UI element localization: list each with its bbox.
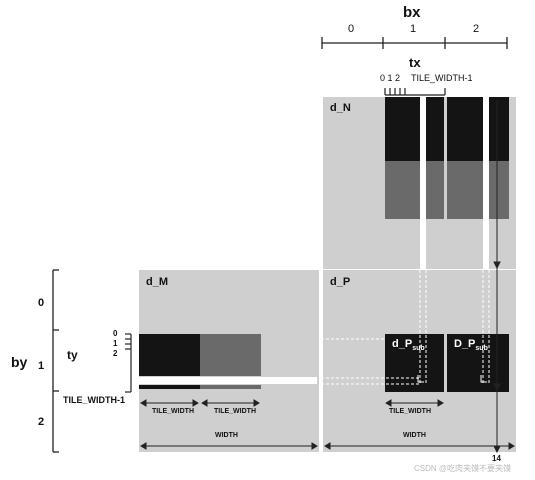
by-bracket — [52, 269, 59, 453]
tx-last-label: TILE_WIDTH-1 — [411, 73, 473, 83]
m-tile-right — [200, 334, 261, 376]
dimension-arrows — [140, 100, 515, 454]
watermark: CSDN @吃肉夹馍不要夹馍 — [414, 464, 512, 473]
by-tick-0: 0 — [38, 297, 45, 309]
p-sub-tile-2 — [447, 334, 509, 392]
m-tile-left — [139, 334, 200, 376]
ty-tick-0: 0 — [113, 329, 118, 338]
tile-width-label-m1: TILE_WIDTH — [152, 408, 194, 415]
p-sub-markers — [417, 375, 487, 383]
n-tile-bottom-right — [447, 161, 509, 219]
p-sub-label-2-main: D_P — [454, 338, 476, 350]
p-sub-tile-1 — [385, 334, 444, 392]
bx-tick-2: 2 — [473, 23, 480, 35]
bx-bracket — [321, 37, 508, 49]
p-sub-label-1-main: d_P — [392, 338, 413, 350]
p-sub-label-2: D_Psub — [454, 338, 488, 352]
by-label: by — [11, 354, 28, 370]
width-label-m: WIDTH — [215, 432, 238, 439]
ty-tick-2: 2 — [113, 349, 118, 358]
n-tile-top-left — [385, 97, 444, 161]
p-sub-label-1: d_Psub — [392, 338, 425, 352]
m-row-strip — [139, 377, 317, 384]
ty-bracket — [125, 333, 132, 393]
by-tick-2: 2 — [38, 416, 45, 428]
corner-mark: 14 — [492, 454, 501, 463]
d-n-label: d_N — [330, 102, 351, 114]
bx-tick-0: 0 — [348, 23, 355, 35]
tx-label: tx — [409, 55, 421, 70]
bx-tick-1: 1 — [410, 23, 417, 35]
d-p-label: d_P — [330, 276, 351, 288]
dashed-guides — [321, 270, 490, 385]
tx-sub-ticks: 0 1 2 — [380, 73, 401, 83]
p-sub-label-2-sub: sub — [475, 345, 488, 353]
n-tile-top-right — [447, 97, 509, 161]
tile-width-label-m2: TILE_WIDTH — [214, 408, 256, 415]
ty-last-label: TILE_WIDTH-1 — [63, 395, 125, 405]
n-column-strip — [420, 97, 426, 270]
n-column-strip — [483, 97, 489, 270]
bx-label: bx — [403, 4, 421, 21]
ty-tick-1: 1 — [113, 339, 118, 348]
m-row-strip-mid — [200, 385, 261, 389]
n-tile-bottom-left — [385, 161, 444, 219]
p-sub-label-1-sub: sub — [412, 345, 425, 353]
tx-bracket — [384, 88, 446, 96]
width-label-p: WIDTH — [403, 432, 426, 439]
m-row-strip-dark — [139, 385, 200, 389]
d-m-label: d_M — [146, 276, 168, 288]
by-tick-1: 1 — [38, 360, 45, 372]
ty-label: ty — [67, 348, 78, 362]
tile-width-label-p: TILE_WIDTH — [389, 408, 431, 415]
